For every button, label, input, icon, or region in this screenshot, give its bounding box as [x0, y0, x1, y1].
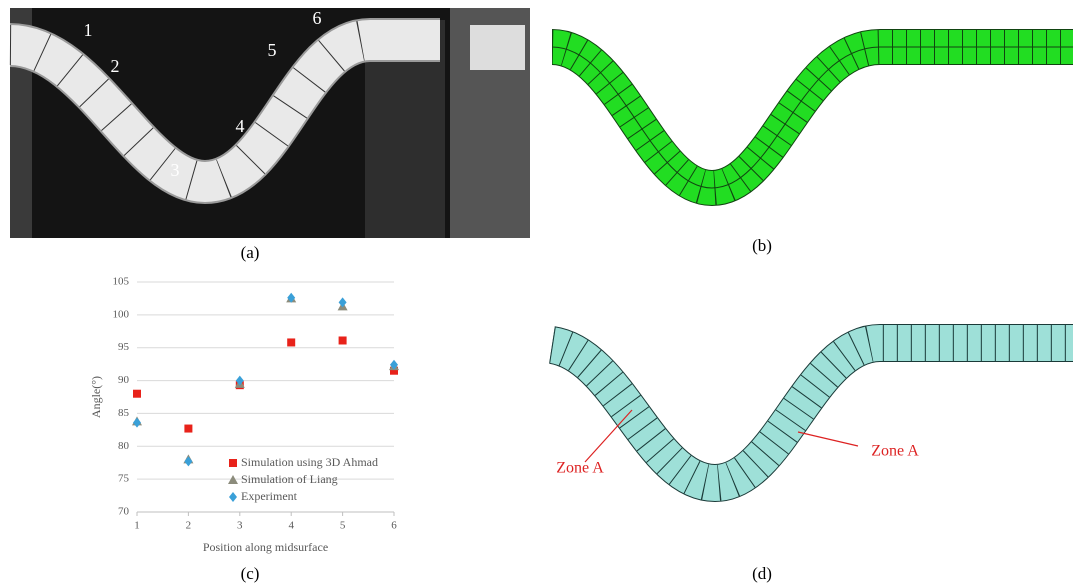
- y-tick-label: 75: [118, 473, 130, 485]
- mesh-lines: [551, 46, 1073, 189]
- panel-label: (c): [241, 564, 260, 583]
- panel-label: (a): [241, 243, 260, 262]
- y-tick-label: 85: [118, 407, 130, 419]
- mesh: [547, 325, 1073, 502]
- marker: [184, 456, 193, 467]
- y-tick-label: 90: [118, 374, 130, 386]
- x-axis-label: Position along midsurface: [203, 540, 328, 554]
- legend-label: Experiment: [241, 489, 298, 503]
- y-tick-label: 100: [113, 308, 130, 320]
- annotation: Zone A: [871, 443, 919, 460]
- marker: [287, 338, 296, 347]
- x-tick-label: 4: [288, 520, 294, 532]
- panel-label: (d): [752, 564, 772, 583]
- marker: [338, 336, 347, 345]
- marker: [133, 389, 141, 398]
- y-tick-label: 105: [113, 276, 130, 288]
- marker: [133, 417, 141, 428]
- y-tick-label: 95: [118, 341, 130, 353]
- x-tick-label: 5: [340, 520, 346, 532]
- y-tick-label: 80: [118, 440, 130, 452]
- annotation: Zone A: [556, 460, 604, 477]
- photo-label: 1: [84, 20, 93, 40]
- legend-marker: [229, 459, 237, 467]
- legend-label: Simulation of Liang: [241, 472, 338, 486]
- y-axis-label: Angle(°): [89, 376, 103, 418]
- mesh: [550, 30, 1073, 206]
- photo-label: 3: [171, 160, 180, 180]
- photo-label: 5: [268, 40, 277, 60]
- photo-strip: [8, 19, 440, 203]
- arrow: [797, 431, 859, 447]
- x-tick-label: 2: [186, 520, 192, 532]
- arrow: [584, 409, 633, 463]
- legend-marker: [228, 475, 238, 484]
- legend-marker: [229, 492, 237, 502]
- x-tick-label: 3: [237, 520, 243, 532]
- x-tick-label: 6: [391, 520, 397, 532]
- marker: [287, 292, 296, 303]
- x-tick-label: 1: [134, 520, 140, 532]
- y-tick-label: 70: [118, 506, 130, 518]
- marker: [235, 375, 244, 386]
- panel-label: (b): [752, 236, 772, 255]
- photo-label: 4: [236, 116, 245, 136]
- marker: [390, 366, 398, 375]
- marker: [338, 297, 347, 308]
- marker: [390, 359, 398, 370]
- marker: [184, 424, 193, 433]
- photo-label: 2: [111, 56, 120, 76]
- legend-label: Simulation using 3D Ahmad: [241, 455, 378, 469]
- photo-label: 6: [313, 8, 322, 28]
- photo-clamp: [470, 25, 525, 70]
